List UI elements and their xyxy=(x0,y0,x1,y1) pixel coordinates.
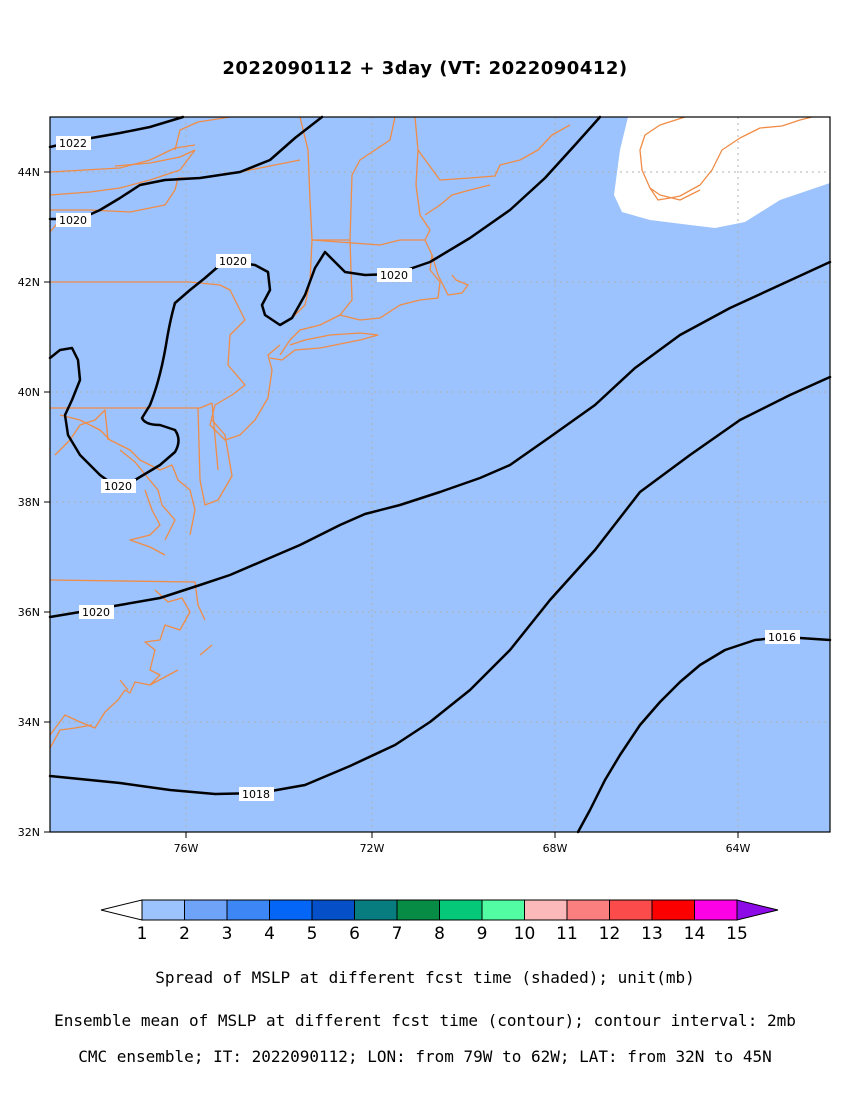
colorbar-label: 1 xyxy=(137,924,148,944)
contour-1020-west xyxy=(48,346,120,490)
colorbar-box xyxy=(694,899,738,921)
lon-label-68w: 68W xyxy=(543,842,568,855)
colorbar-label: 9 xyxy=(477,924,488,944)
contour-label-1020-d: 1020 xyxy=(101,479,136,493)
colorbar-box xyxy=(184,899,228,921)
colorbar-box xyxy=(439,899,483,921)
colorbar-under-triangle xyxy=(100,899,143,921)
contour-label-1018: 1018 xyxy=(239,787,274,801)
coastlines-and-borders xyxy=(49,116,813,749)
axis-ticks xyxy=(44,171,739,838)
colorbar-label: 3 xyxy=(222,924,233,944)
lat-label-36n: 36N xyxy=(18,606,40,619)
colorbar-label: 6 xyxy=(349,924,360,944)
svg-text:1020: 1020 xyxy=(219,255,247,268)
colorbar-label: 7 xyxy=(392,924,403,944)
contour-1016 xyxy=(576,635,832,834)
lon-tick-labels: 76W 72W 68W 64W xyxy=(174,842,751,855)
lat-label-40n: 40N xyxy=(18,386,40,399)
contour-1018 xyxy=(48,375,832,796)
contour-1020-coastal xyxy=(116,301,180,490)
lon-label-72w: 72W xyxy=(360,842,385,855)
lon-gridlines xyxy=(185,117,739,832)
caption-contour: Ensemble mean of MSLP at different fcst … xyxy=(54,1011,796,1030)
colorbar-label: 14 xyxy=(684,924,706,944)
lat-label-32n: 32N xyxy=(18,826,40,839)
colorbar-box xyxy=(651,899,695,921)
map-frame xyxy=(49,116,831,833)
contour-label-1020-c: 1020 xyxy=(377,268,412,282)
colorbar-label: 12 xyxy=(599,924,621,944)
lat-label-42n: 42N xyxy=(18,276,40,289)
lat-label-44n: 44N xyxy=(18,166,40,179)
plot-title: 2022090112 + 3day (VT: 2022090412) xyxy=(222,58,628,79)
svg-text:1020: 1020 xyxy=(380,269,408,282)
colorbar-box xyxy=(396,899,440,921)
contour-label-1020-a: 1020 xyxy=(56,213,91,227)
colorbar-label: 2 xyxy=(179,924,190,944)
caption-shading: Spread of MSLP at different fcst time (s… xyxy=(155,968,695,987)
colorbar-box xyxy=(481,899,525,921)
lat-tick-labels: 32N 34N 36N 38N 40N 42N 44N xyxy=(18,166,40,839)
colorbar-box xyxy=(354,899,398,921)
colorbar-box xyxy=(311,899,355,921)
colorbar-labels: 1 2 3 4 5 6 7 8 9 10 11 12 13 14 15 xyxy=(137,924,748,944)
colorbar-label: 4 xyxy=(264,924,275,944)
contour-1020-south xyxy=(48,260,832,619)
lat-label-38n: 38N xyxy=(18,496,40,509)
colorbar-box xyxy=(226,899,270,921)
colorbar-label: 10 xyxy=(514,924,536,944)
colorbar-label: 5 xyxy=(307,924,318,944)
contour-label-1022: 1022 xyxy=(56,136,91,150)
colorbar-label: 13 xyxy=(641,924,663,944)
colorbar-over-triangle xyxy=(736,899,779,921)
colorbar-box xyxy=(141,899,185,921)
colorbar-boxes xyxy=(141,899,738,921)
svg-text:1020: 1020 xyxy=(59,214,87,227)
mslp-contours: 1022 1020 1020 1020 1020 1020 1018 1016 xyxy=(48,115,832,834)
colorbar-label: 8 xyxy=(434,924,445,944)
contour-label-1020-b: 1020 xyxy=(216,254,251,268)
contour-label-1016: 1016 xyxy=(765,630,800,644)
colorbar-box xyxy=(609,899,653,921)
svg-text:1018: 1018 xyxy=(242,788,270,801)
colorbar-box xyxy=(269,899,313,921)
lon-label-64w: 64W xyxy=(726,842,751,855)
colorbar-label: 15 xyxy=(726,924,748,944)
colorbar-label: 11 xyxy=(556,924,578,944)
svg-text:1022: 1022 xyxy=(59,137,87,150)
svg-text:1016: 1016 xyxy=(768,631,796,644)
caption-ensemble: CMC ensemble; IT: 2022090112; LON: from … xyxy=(78,1047,772,1066)
svg-text:1020: 1020 xyxy=(82,606,110,619)
colorbar-box xyxy=(566,899,610,921)
contour-1020-north xyxy=(48,115,324,221)
lat-label-34n: 34N xyxy=(18,716,40,729)
contour-label-1020-e: 1020 xyxy=(79,605,114,619)
colorbar-box xyxy=(524,899,568,921)
colorbar: 1 2 3 4 5 6 7 8 9 10 11 12 13 14 15 xyxy=(100,899,779,944)
svg-text:1020: 1020 xyxy=(104,480,132,493)
lon-label-76w: 76W xyxy=(174,842,199,855)
